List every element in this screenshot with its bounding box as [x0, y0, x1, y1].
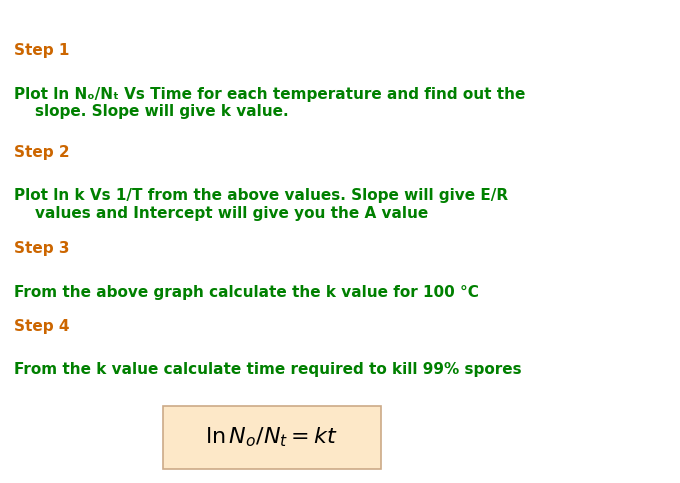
Text: Plot ln k Vs 1/T from the above values. Slope will give E/R
    values and Inter: Plot ln k Vs 1/T from the above values. …	[14, 188, 508, 221]
Text: $\ln N_o/N_t = kt$: $\ln N_o/N_t = kt$	[205, 426, 339, 449]
FancyBboxPatch shape	[163, 406, 381, 469]
Text: From the above graph calculate the k value for 100 °C: From the above graph calculate the k val…	[14, 285, 479, 300]
Text: Step 4: Step 4	[14, 319, 69, 334]
Text: Step 3: Step 3	[14, 242, 69, 256]
Text: From the k value calculate time required to kill 99% spores: From the k value calculate time required…	[14, 362, 522, 377]
Text: Step 1: Step 1	[14, 43, 69, 58]
Text: Plot ln Nₒ/Nₜ Vs Time for each temperature and find out the
    slope. Slope wil: Plot ln Nₒ/Nₜ Vs Time for each temperatu…	[14, 87, 525, 119]
Text: Step 2: Step 2	[14, 145, 69, 160]
